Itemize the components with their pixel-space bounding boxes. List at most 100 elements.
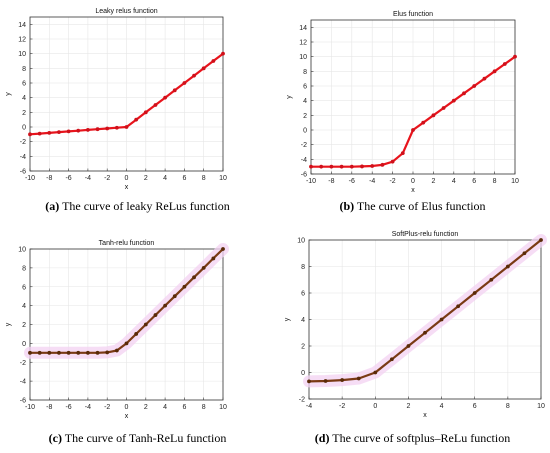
chart-a-y-tick-label: 8 <box>22 66 26 73</box>
chart-c-y-tick-label: 2 <box>22 322 26 329</box>
chart-d-data-point <box>505 264 510 269</box>
chart-b-y-tick-label: 6 <box>303 84 307 91</box>
chart-d-data-point <box>340 378 345 382</box>
chart-c-y-tick-label: -2 <box>20 360 26 367</box>
chart-b-data-point <box>349 164 354 169</box>
chart-a-y-tick-label: 14 <box>18 22 26 29</box>
chart-a-x-tick-label: -4 <box>85 175 91 182</box>
chart-b-data-point <box>370 164 375 168</box>
chart-c-data-point <box>211 256 216 261</box>
caption-a: (a) The curve of leaky ReLus function <box>0 199 275 214</box>
chart-a-x-tick-label: 8 <box>202 175 206 182</box>
chart-b-y-tick-label: 14 <box>299 25 307 32</box>
chart-a: -10 -8 -6 -4 -2 0 2 4 6 8 10 -6 -4 -2 0 2 4 6 8 10 12 14 Leaky… <box>5 8 227 191</box>
chart-a-x-tick-label: 0 <box>125 175 129 182</box>
chart-b-data-point <box>400 151 405 156</box>
chart-d-data-point <box>307 379 311 384</box>
chart-b-title: Elus function <box>393 11 433 18</box>
chart-c-data-point <box>134 332 139 336</box>
chart-c-y-axis-label: y <box>5 322 12 326</box>
panel-a: -10 -8 -6 -4 -2 0 2 4 6 8 10 -6 -4 -2 0 2 4 6 8 10 12 14 Leaky… <box>0 0 275 226</box>
panel-c: -10 -8 -6 -4 -2 0 2 4 6 8 10 -6 -4 -2 0 2 4 6 8 10 Tanh-relu… <box>0 227 275 453</box>
chart-a-y-tick-label: -6 <box>20 169 26 176</box>
chart-c-data-point <box>105 350 110 355</box>
chart-c-data-point <box>143 322 148 327</box>
chart-a-data-point <box>201 66 206 71</box>
chart-d-y-axis-label: y <box>284 317 291 321</box>
chart-d-title: SoftPlus-relu function <box>392 231 459 238</box>
chart-c-data-point <box>28 350 32 355</box>
chart-d-x-tick-label: -2 <box>339 403 345 410</box>
chart-b-data-point <box>411 128 415 132</box>
chart-d-data-point <box>489 277 494 282</box>
caption-c: (c) The curve of Tanh-ReLu function <box>0 431 275 446</box>
chart-d-x-tick-label: 8 <box>506 403 510 410</box>
chart-d-x-tick-label: 2 <box>406 403 410 410</box>
chart-b-y-tick-label: -6 <box>301 172 307 179</box>
chart-b-y-tick-label: 10 <box>299 54 307 61</box>
caption-d: (d) The curve of softplus–ReLu function <box>275 431 550 446</box>
chart-c-x-tick-label: -6 <box>65 404 71 411</box>
chart-c-x-tick-label: 2 <box>144 404 148 411</box>
chart-a-data-point <box>182 81 187 85</box>
chart-d-x-tick-label: 4 <box>440 403 444 410</box>
chart-c-x-axis-label: x <box>125 413 129 420</box>
chart-a-y-tick-label: -4 <box>20 154 26 161</box>
chart-c-data-point <box>37 350 42 355</box>
chart-a-y-axis-label: y <box>5 92 12 96</box>
chart-a-data-point <box>172 88 177 93</box>
chart-a-data-point <box>37 131 42 136</box>
chart-b-x-tick-label: -8 <box>328 178 334 185</box>
chart-a-data-point <box>211 59 216 63</box>
chart-b-x-tick-label: 6 <box>472 178 476 185</box>
chart-a-y-tick-label: 12 <box>18 37 26 44</box>
chart-a-x-tick-label: 10 <box>219 175 227 182</box>
chart-c-data-point <box>76 350 81 355</box>
chart-d-data-point <box>373 370 378 375</box>
chart-b-y-tick-label: 0 <box>303 128 307 135</box>
chart-a-data-point <box>114 125 119 130</box>
chart-a-x-tick-label: 4 <box>163 175 167 182</box>
chart-b-data-point <box>513 54 517 59</box>
chart-b-y-tick-label: 2 <box>303 113 307 120</box>
chart-b-y-tick-label: -4 <box>301 157 307 164</box>
chart-a-title: Leaky relus function <box>95 8 157 15</box>
chart-a-data-point <box>134 117 139 122</box>
chart-b-y-tick-label: 8 <box>303 69 307 76</box>
chart-b-data-point <box>339 164 344 169</box>
caption-d-text: The curve of softplus–ReLu function <box>332 431 511 445</box>
chart-c-data-point <box>66 350 71 355</box>
chart-d-y-tick-label: 6 <box>301 291 305 298</box>
panel-b: -10 -8 -6 -4 -2 0 2 4 6 8 10 -6 -4 -2 0 2 4 6 8 10 12 14 Elus … <box>275 0 550 226</box>
caption-a-text: The curve of leaky ReLus function <box>62 199 230 213</box>
chart-a-y-tick-label: 2 <box>22 110 26 117</box>
chart-c-x-tick-label: 4 <box>163 404 167 411</box>
caption-a-label: (a) <box>45 199 60 213</box>
chart-b-data-point <box>421 120 426 125</box>
chart-d-data-point <box>522 251 527 256</box>
chart-b-data-point <box>482 76 487 81</box>
chart-c-data-point <box>124 341 129 346</box>
chart-a-data-point <box>95 127 100 132</box>
chart-a-data-point <box>192 73 196 78</box>
chart-b-data-point <box>441 106 446 110</box>
chart-a-data-point <box>57 130 61 135</box>
chart-b-data-point <box>360 164 364 169</box>
chart-c-x-tick-label: 6 <box>182 404 186 411</box>
chart-c: -10 -8 -6 -4 -2 0 2 4 6 8 10 -6 -4 -2 0 2 4 6 8 10 Tanh-relu… <box>5 240 229 420</box>
chart-c-data-point <box>192 275 196 280</box>
chart-a-data-point <box>47 130 52 135</box>
chart-a-x-tick-label: -2 <box>104 175 110 182</box>
chart-d-data-point <box>389 357 394 362</box>
chart-d-data-point <box>406 344 411 348</box>
chart-a-data-point <box>124 125 129 129</box>
chart-b: -10 -8 -6 -4 -2 0 2 4 6 8 10 -6 -4 -2 0 2 4 6 8 10 12 14 Elus … <box>286 11 519 194</box>
chart-c-y-tick-label: -4 <box>20 379 26 386</box>
chart-b-data-point <box>329 164 334 169</box>
chart-b-data-point <box>309 164 313 169</box>
chart-b-data-point <box>431 113 436 118</box>
chart-a-data-point <box>28 132 32 137</box>
chart-d-data-point <box>439 317 444 322</box>
chart-a-y-tick-label: -2 <box>20 139 26 146</box>
